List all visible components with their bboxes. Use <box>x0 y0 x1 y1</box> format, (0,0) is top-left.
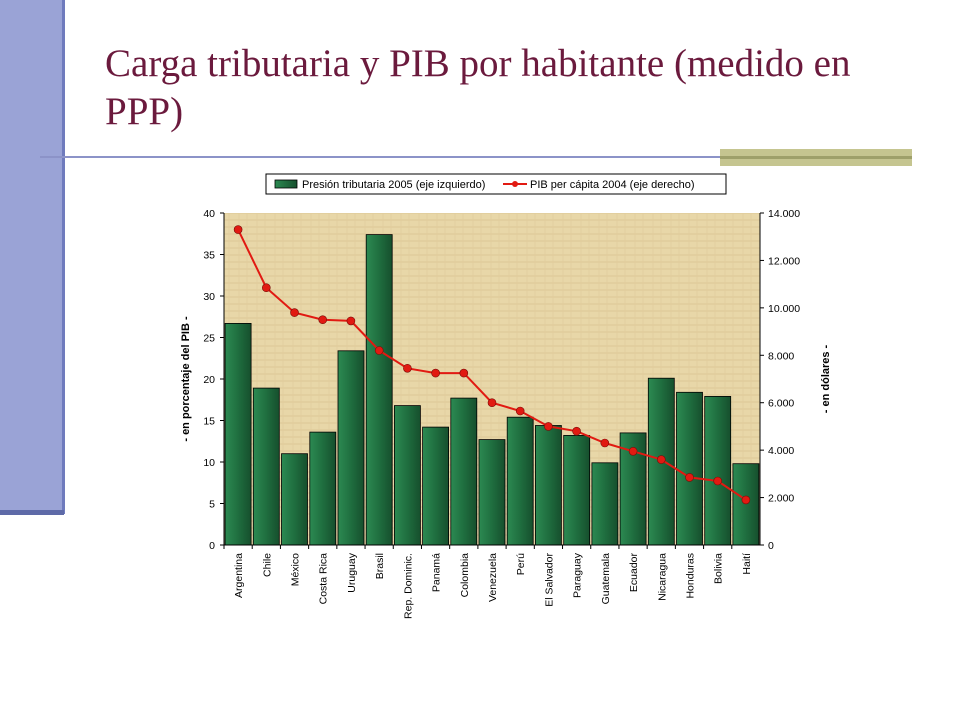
gdp-point <box>261 283 271 293</box>
gdp-point <box>685 473 694 482</box>
right-tick-label: 14.000 <box>768 208 800 220</box>
chart-axes <box>220 212 764 549</box>
gdp-point <box>544 422 553 431</box>
line-series <box>233 225 751 505</box>
bar <box>224 322 252 546</box>
left-tick-label: 35 <box>203 250 215 262</box>
left-axis-title: - en porcentaje del PIB - <box>180 316 192 442</box>
gdp-point <box>459 368 469 378</box>
category-label: Haití <box>741 553 753 575</box>
bar-series <box>224 234 760 546</box>
gdp-point <box>713 476 723 486</box>
category-label: Chile <box>261 553 273 577</box>
category-label: Perú <box>515 553 527 575</box>
gdp-point <box>233 225 243 234</box>
bar <box>647 377 675 546</box>
gdp-point <box>515 406 525 416</box>
legend-line-label: PIB per cápita 2004 (eje derecho) <box>530 179 695 191</box>
category-label: Ecuador <box>628 552 640 592</box>
left-tick-label: 30 <box>203 291 215 303</box>
gdp-point <box>600 438 610 448</box>
gdp-point <box>741 495 751 505</box>
gdp-point <box>374 346 384 355</box>
gdp-point <box>403 363 412 373</box>
category-label: México <box>290 553 302 586</box>
gdp-point <box>656 455 666 464</box>
category-label: Guatemala <box>600 553 612 605</box>
slide-side-bar <box>0 0 62 512</box>
left-tick-label: 25 <box>203 333 215 345</box>
right-tick-label: 10.000 <box>768 303 800 315</box>
gdp-point <box>431 368 440 378</box>
right-tick-label: 2.000 <box>768 493 794 505</box>
gdp-point <box>487 398 497 408</box>
category-label: Panamá <box>431 553 443 592</box>
bar <box>252 387 280 546</box>
gdp-point <box>290 308 299 317</box>
category-label: Brasil <box>374 553 386 579</box>
category-label: Venezuela <box>487 553 499 602</box>
category-label: Costa Rica <box>318 553 330 605</box>
bar <box>563 434 591 546</box>
category-label: Colombia <box>459 553 471 598</box>
bar <box>535 425 562 546</box>
category-label: Honduras <box>684 553 696 599</box>
slide-title: Carga tributaria y PIB por habitante (me… <box>105 42 851 133</box>
bar <box>676 391 703 546</box>
gdp-point <box>628 446 638 456</box>
title-divider <box>40 156 912 158</box>
bar <box>478 439 506 546</box>
right-tick-label: 8.000 <box>768 350 794 362</box>
category-label: Uruguay <box>346 552 358 592</box>
gdp-point <box>318 315 328 325</box>
title-accent-line <box>720 156 912 159</box>
bar <box>450 397 478 546</box>
bar <box>591 462 619 546</box>
category-label: Argentina <box>233 553 245 598</box>
legend-bar-swatch <box>274 179 298 189</box>
category-label: Bolivia <box>713 553 725 584</box>
bar <box>704 395 732 546</box>
left-tick-label: 15 <box>203 416 215 428</box>
bar <box>393 405 421 546</box>
legend-box <box>265 173 727 195</box>
chart-legend: Presión tributaria 2005 (eje izquierdo) … <box>265 173 727 195</box>
category-label: Paraguay <box>572 552 584 598</box>
bar <box>281 453 308 546</box>
category-label: Nicaragua <box>656 553 668 601</box>
slide-side-bar-shadow <box>0 510 64 515</box>
chart-labels: 0 5 10 15 20 25 30 35 40 0 2.000 4.000 6.000 8.000 10.… <box>180 208 832 619</box>
left-tick-label: 20 <box>203 374 215 386</box>
right-axis-title: - en dólares - <box>820 344 832 413</box>
left-tick-label: 40 <box>203 208 215 220</box>
gdp-point <box>572 426 581 436</box>
right-tick-label: 12.000 <box>768 255 800 267</box>
left-tick-label: 0 <box>209 540 215 552</box>
category-label: El Salvador <box>543 553 555 607</box>
left-tick-label: 10 <box>203 457 215 469</box>
legend-line-marker <box>512 181 518 187</box>
bar <box>309 431 337 546</box>
right-tick-label: 0 <box>768 540 774 552</box>
category-label: Rep. Dominic. <box>402 553 414 619</box>
left-tick-label: 5 <box>209 499 215 511</box>
bar <box>732 463 760 546</box>
right-tick-label: 6.000 <box>768 398 794 410</box>
bar <box>506 416 534 546</box>
right-tick-label: 4.000 <box>768 445 794 457</box>
gdp-point <box>346 316 356 326</box>
slide-side-bar-edge <box>62 0 65 514</box>
bar <box>365 234 393 546</box>
bar <box>337 350 365 546</box>
legend-bar-label: Presión tributaria 2005 (eje izquierdo) <box>302 179 485 191</box>
bar <box>422 426 450 546</box>
